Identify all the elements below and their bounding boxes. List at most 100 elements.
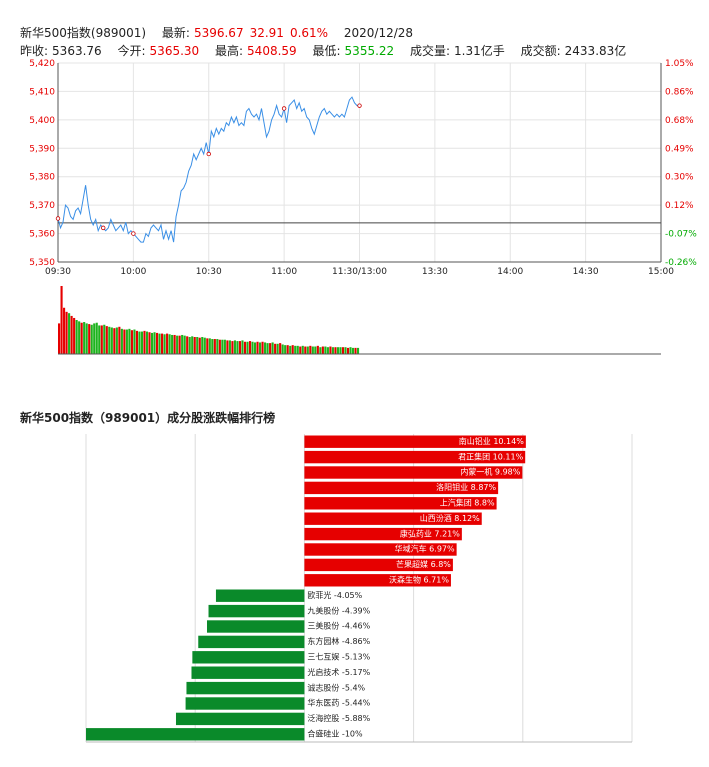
volume-bar	[351, 347, 355, 354]
volume-bar	[344, 347, 347, 354]
price-point-marker	[281, 106, 287, 111]
rank-bar-down	[185, 697, 305, 710]
rank-bar-up	[304, 497, 497, 510]
prev-close-label: 昨收:	[20, 44, 49, 58]
quote-date: 2020/12/28	[343, 26, 414, 40]
rank-bar-label: 三七互娱 -5.13%	[307, 653, 370, 662]
pct-tick-label: -0.07%	[665, 230, 697, 240]
volume-bar	[331, 347, 334, 354]
volume-bar	[143, 330, 146, 354]
volume-bar	[128, 328, 131, 354]
rank-bar-label: 华域汽车 6.97%	[395, 544, 455, 554]
pct-tick-label: 0.30%	[665, 173, 694, 183]
volume-bar	[171, 334, 174, 354]
rank-bar-down	[198, 635, 305, 649]
volume-bar	[238, 341, 242, 354]
volume-bar	[115, 327, 118, 354]
volume-bar	[68, 313, 71, 354]
volume-bar	[188, 337, 191, 354]
volume-bar	[135, 330, 138, 354]
volume-bar	[73, 317, 76, 354]
volume-bar	[231, 341, 234, 354]
pct-tick-label: 0.12%	[665, 201, 694, 211]
x-tick-label: 11:00	[271, 267, 297, 277]
rank-bar-label: 九美股份 -4.39%	[307, 605, 370, 615]
volume-bar	[321, 346, 324, 354]
volume-bar	[266, 343, 269, 354]
volume-bar	[243, 341, 247, 354]
volume-bar	[103, 324, 106, 354]
pct-tick-label: 0.49%	[665, 144, 694, 154]
volume-bar	[291, 345, 294, 354]
volume-bar	[306, 346, 309, 354]
volume-bar	[78, 321, 81, 354]
volume-bar	[274, 343, 277, 354]
low-label: 最低:	[312, 44, 341, 58]
volume-bar	[261, 341, 264, 354]
volume-bar	[108, 326, 111, 354]
constituent-ranking-chart: 南山铝业 10.14% 君正集团 10.11% 内蒙一机 9.98% 洛阳钼业 8.8…	[85, 434, 633, 743]
pct-tick-label: 1.05%	[665, 59, 694, 69]
rank-bar-down	[192, 651, 305, 664]
rank-bar-label: 三美股份 -4.46%	[307, 621, 370, 631]
volume-bar	[296, 345, 299, 354]
volume-bar	[223, 339, 226, 354]
volume-bar	[88, 324, 91, 354]
volume-bar	[279, 343, 282, 354]
rank-bar-label: 君正集团 10.11%	[458, 451, 523, 461]
volume-bar	[95, 322, 98, 354]
volume-bar	[301, 345, 304, 354]
rank-bar-label: 华东医药 -5.44%	[307, 698, 370, 708]
rank-bar-up	[304, 450, 526, 464]
rank-bar-label: 康弘药业 7.21%	[400, 528, 460, 538]
volume-bar	[80, 322, 83, 354]
quote-header-line-1: 新华500指数(989001) 最新: 5396.67 32.91 0.61% 202…	[20, 24, 425, 41]
rank-bar-down	[191, 666, 305, 679]
volume-bar	[349, 347, 352, 354]
y-tick-label: 5,390	[29, 144, 55, 154]
volume-value: 1.31亿手	[454, 44, 505, 58]
intraday-volume-chart	[58, 286, 661, 355]
turnover-label: 成交额:	[520, 44, 561, 58]
pct-tick-label: 0.68%	[665, 116, 694, 126]
volume-bar	[256, 341, 259, 354]
volume-bar	[158, 333, 161, 354]
rank-bar-down	[186, 681, 305, 695]
volume-bar	[248, 341, 252, 354]
volume-bar	[63, 307, 66, 354]
high-label: 最高:	[215, 44, 244, 58]
rank-bar-up	[304, 435, 526, 448]
index-name: 新华500指数(989001)	[20, 26, 147, 40]
volume-bar	[120, 328, 123, 354]
volume-bar	[191, 336, 194, 354]
volume-bar	[356, 347, 360, 354]
volume-bar	[98, 325, 101, 354]
rank-bar-down	[86, 728, 305, 741]
volume-bar	[251, 341, 254, 354]
volume-bar	[148, 332, 151, 354]
volume-bar	[130, 330, 133, 354]
volume-bar	[193, 337, 196, 354]
volume-bar	[90, 324, 93, 354]
volume-bar	[153, 332, 156, 354]
pct-tick-label: 0.86%	[665, 87, 694, 97]
volume-bar	[181, 334, 184, 354]
price-point-marker	[357, 103, 362, 108]
turnover-value: 2433.83亿	[564, 44, 627, 58]
volume-bar	[173, 334, 176, 354]
y-tick-label: 5,400	[29, 116, 55, 126]
y-tick-label: 5,360	[29, 230, 55, 240]
volume-bar	[75, 320, 78, 354]
volume-bar	[168, 334, 171, 354]
volume-bar	[226, 340, 229, 354]
y-tick-label: 5,380	[29, 173, 55, 183]
volume-bar	[221, 339, 224, 354]
high-value: 5408.59	[247, 44, 297, 58]
x-tick-label: 11:30/13:00	[332, 267, 387, 277]
volume-bar	[163, 334, 166, 354]
volume-bar	[208, 338, 211, 354]
volume-bar	[118, 326, 121, 354]
rank-bar-down	[175, 712, 305, 726]
volume-bar	[241, 340, 244, 354]
volume-bar	[309, 345, 312, 354]
